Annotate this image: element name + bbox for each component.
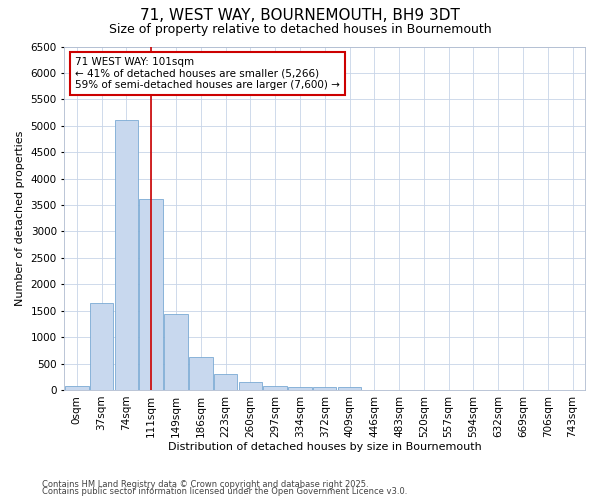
Bar bbox=[214, 374, 238, 390]
Bar bbox=[164, 314, 188, 390]
Bar bbox=[263, 386, 287, 390]
Bar bbox=[313, 388, 337, 390]
Text: Contains public sector information licensed under the Open Government Licence v3: Contains public sector information licen… bbox=[42, 487, 407, 496]
Text: 71 WEST WAY: 101sqm
← 41% of detached houses are smaller (5,266)
59% of semi-det: 71 WEST WAY: 101sqm ← 41% of detached ho… bbox=[75, 57, 340, 90]
Bar bbox=[338, 388, 361, 390]
Bar bbox=[65, 386, 89, 390]
X-axis label: Distribution of detached houses by size in Bournemouth: Distribution of detached houses by size … bbox=[168, 442, 482, 452]
Y-axis label: Number of detached properties: Number of detached properties bbox=[15, 130, 25, 306]
Bar bbox=[288, 388, 312, 390]
Text: Size of property relative to detached houses in Bournemouth: Size of property relative to detached ho… bbox=[109, 22, 491, 36]
Bar bbox=[239, 382, 262, 390]
Bar bbox=[115, 120, 138, 390]
Bar bbox=[139, 198, 163, 390]
Bar bbox=[90, 303, 113, 390]
Bar bbox=[189, 357, 212, 390]
Text: Contains HM Land Registry data © Crown copyright and database right 2025.: Contains HM Land Registry data © Crown c… bbox=[42, 480, 368, 489]
Text: 71, WEST WAY, BOURNEMOUTH, BH9 3DT: 71, WEST WAY, BOURNEMOUTH, BH9 3DT bbox=[140, 8, 460, 22]
